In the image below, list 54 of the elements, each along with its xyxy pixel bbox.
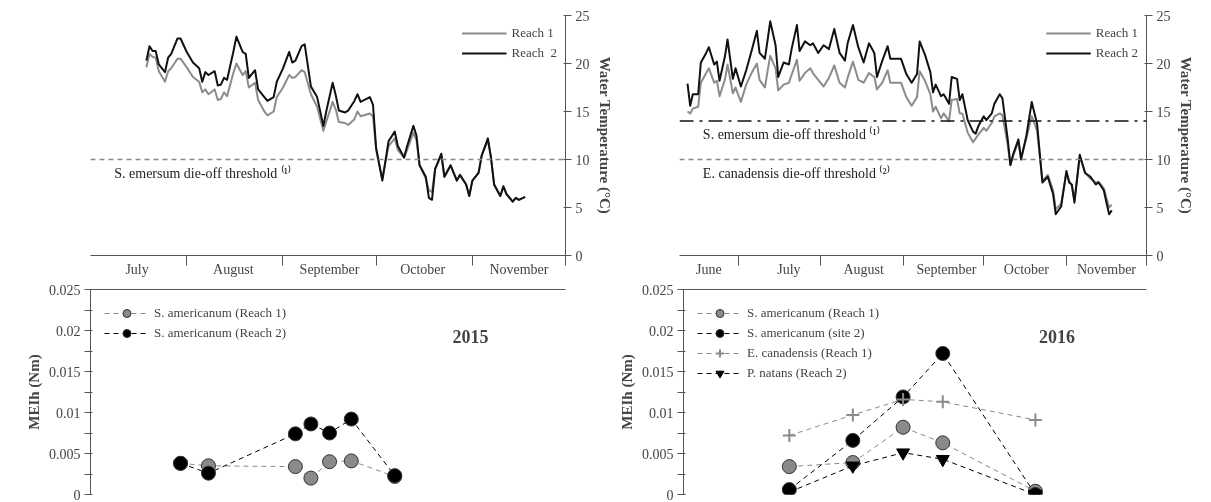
y2-axis-title: Water Temperature (°C): [595, 56, 613, 214]
y2-tick-label: 15: [1156, 104, 1171, 120]
x-tick-label: November: [1076, 261, 1137, 277]
y2-tick-label: 0: [1156, 248, 1164, 264]
annotation: 2016: [1039, 326, 1076, 347]
y-axis-title: MEIh (Nm): [26, 354, 43, 430]
y2-axis-title: Water Temperature (°C): [1176, 56, 1194, 214]
y-tick-label: 0: [73, 487, 81, 502]
legend-label: S. americanum (Reach 1): [747, 305, 880, 321]
y2-tick-label: 10: [1156, 152, 1171, 168]
y-tick-label: 0.005: [49, 446, 81, 462]
x-tick-label: October: [1003, 261, 1050, 277]
y-tick-label: 0.025: [49, 282, 81, 298]
y-tick-label: 0.015: [642, 364, 674, 380]
ref-line-label: S. emersum die-off threshold ⁽¹⁾: [114, 164, 291, 181]
y-axis-title: MEIh (Nm): [619, 354, 636, 430]
x-tick-label: August: [843, 261, 884, 277]
annotation: 2015: [452, 326, 489, 347]
x-tick-label: October: [400, 261, 446, 277]
ref-line-label: S. emersum die-off threshold ⁽¹⁾: [702, 126, 880, 143]
y2-tick-label: 15: [575, 104, 590, 120]
y-tick-label: 0.005: [642, 446, 674, 462]
legend-label: Reach 1: [1095, 25, 1138, 41]
y-tick-label: 0.01: [649, 405, 674, 421]
y2-tick-label: 20: [575, 56, 590, 72]
y2-tick-label: 10: [575, 152, 590, 168]
y2-tick-label: 5: [1156, 200, 1164, 216]
y-tick-label: 0: [666, 487, 674, 502]
ref-line-label: E. canadensis die-off threshold ⁽²⁾: [702, 164, 890, 181]
x-tick-label: August: [213, 261, 254, 277]
y2-tick-label: 0: [575, 248, 583, 264]
y-tick-label: 0.015: [49, 364, 81, 380]
x-tick-label: September: [299, 261, 360, 277]
x-tick-label: November: [489, 261, 549, 277]
legend-label: Reach 2: [1095, 45, 1138, 61]
y2-tick-label: 25: [575, 8, 590, 24]
legend-label: P. natans (Reach 2): [747, 365, 847, 381]
y-tick-label: 0.01: [56, 405, 81, 421]
y-tick-label: 0.025: [642, 282, 674, 298]
legend-label: S. americanum (Reach 1): [154, 305, 287, 321]
legend-label: Reach 2: [511, 45, 557, 61]
y2-tick-label: 20: [1156, 56, 1171, 72]
x-tick-label: July: [777, 261, 801, 277]
x-tick-label: July: [125, 261, 149, 277]
y-tick-label: 0.02: [649, 323, 674, 339]
legend-label: S. americanum (Reach 2): [154, 325, 287, 341]
x-tick-label: June: [696, 261, 722, 277]
y2-tick-label: 25: [1156, 8, 1171, 24]
y2-tick-label: 5: [575, 200, 583, 216]
legend-label: Reach 1: [511, 25, 554, 41]
legend-label: S. americanum (site 2): [747, 325, 865, 341]
y-tick-label: 0.02: [56, 323, 81, 339]
x-tick-label: September: [916, 261, 977, 277]
legend-label: E. canadensis (Reach 1): [747, 345, 872, 361]
